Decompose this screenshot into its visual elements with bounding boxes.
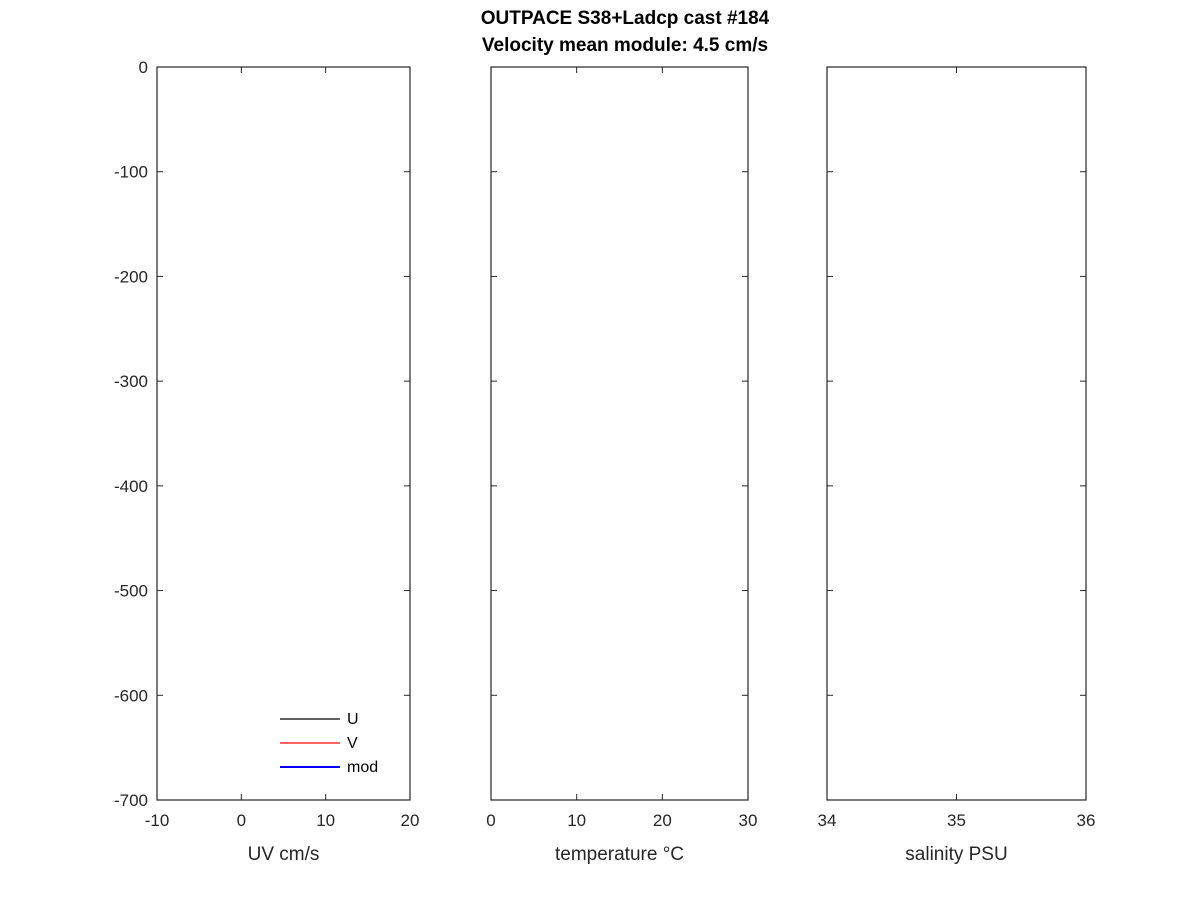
legend-label-u: U — [347, 711, 359, 728]
y-tick-label: -700 — [114, 791, 148, 810]
y-tick-label: -400 — [114, 477, 148, 496]
y-tick-label: -300 — [114, 372, 148, 391]
x-tick-label: 30 — [739, 811, 758, 830]
panels: -10 0 10 200-100-200-300-400-500-600-700UV … — [114, 58, 1095, 865]
y-tick-label: 0 — [139, 58, 148, 77]
x-tick-label: 20 — [401, 811, 420, 830]
x-axis-label: UV cm/s — [248, 844, 320, 865]
axes-box — [826, 66, 1087, 801]
chart-title-line-1: OUTPACE S38+Ladcp cast #184 — [481, 8, 770, 29]
y-tick-label: -100 — [114, 163, 148, 182]
y-tick-label: -600 — [114, 686, 148, 705]
x-axis-label: salinity PSU — [905, 844, 1007, 865]
legend-label-mod: mod — [347, 759, 378, 776]
x-tick-label: 20 — [653, 811, 672, 830]
x-tick-label: 0 — [237, 811, 246, 830]
chart-title-line-2: Velocity mean module: 4.5 cm/s — [482, 35, 768, 56]
x-axis-label: temperature °C — [555, 844, 684, 865]
y-tick-label: -500 — [114, 582, 148, 601]
x-tick-label: 34 — [818, 811, 837, 830]
legend-label-v: V — [347, 735, 358, 752]
x-tick-label: 35 — [947, 811, 966, 830]
x-tick-label: 10 — [567, 811, 586, 830]
axes-box — [490, 66, 749, 801]
axes-box — [156, 66, 411, 801]
x-tick-label: 36 — [1077, 811, 1096, 830]
x-tick-label: 10 — [316, 811, 335, 830]
x-tick-label: 0 — [486, 811, 495, 830]
panel-1: -10 0 10 200-100-200-300-400-500-600-700UV … — [114, 58, 419, 865]
panel-2: 0 10 20 30 temperature °C — [486, 66, 758, 865]
y-tick-label: -200 — [114, 267, 148, 286]
panel-3: 34 35 36 salinity PSU — [818, 66, 1096, 865]
x-tick-label: -10 — [145, 811, 170, 830]
